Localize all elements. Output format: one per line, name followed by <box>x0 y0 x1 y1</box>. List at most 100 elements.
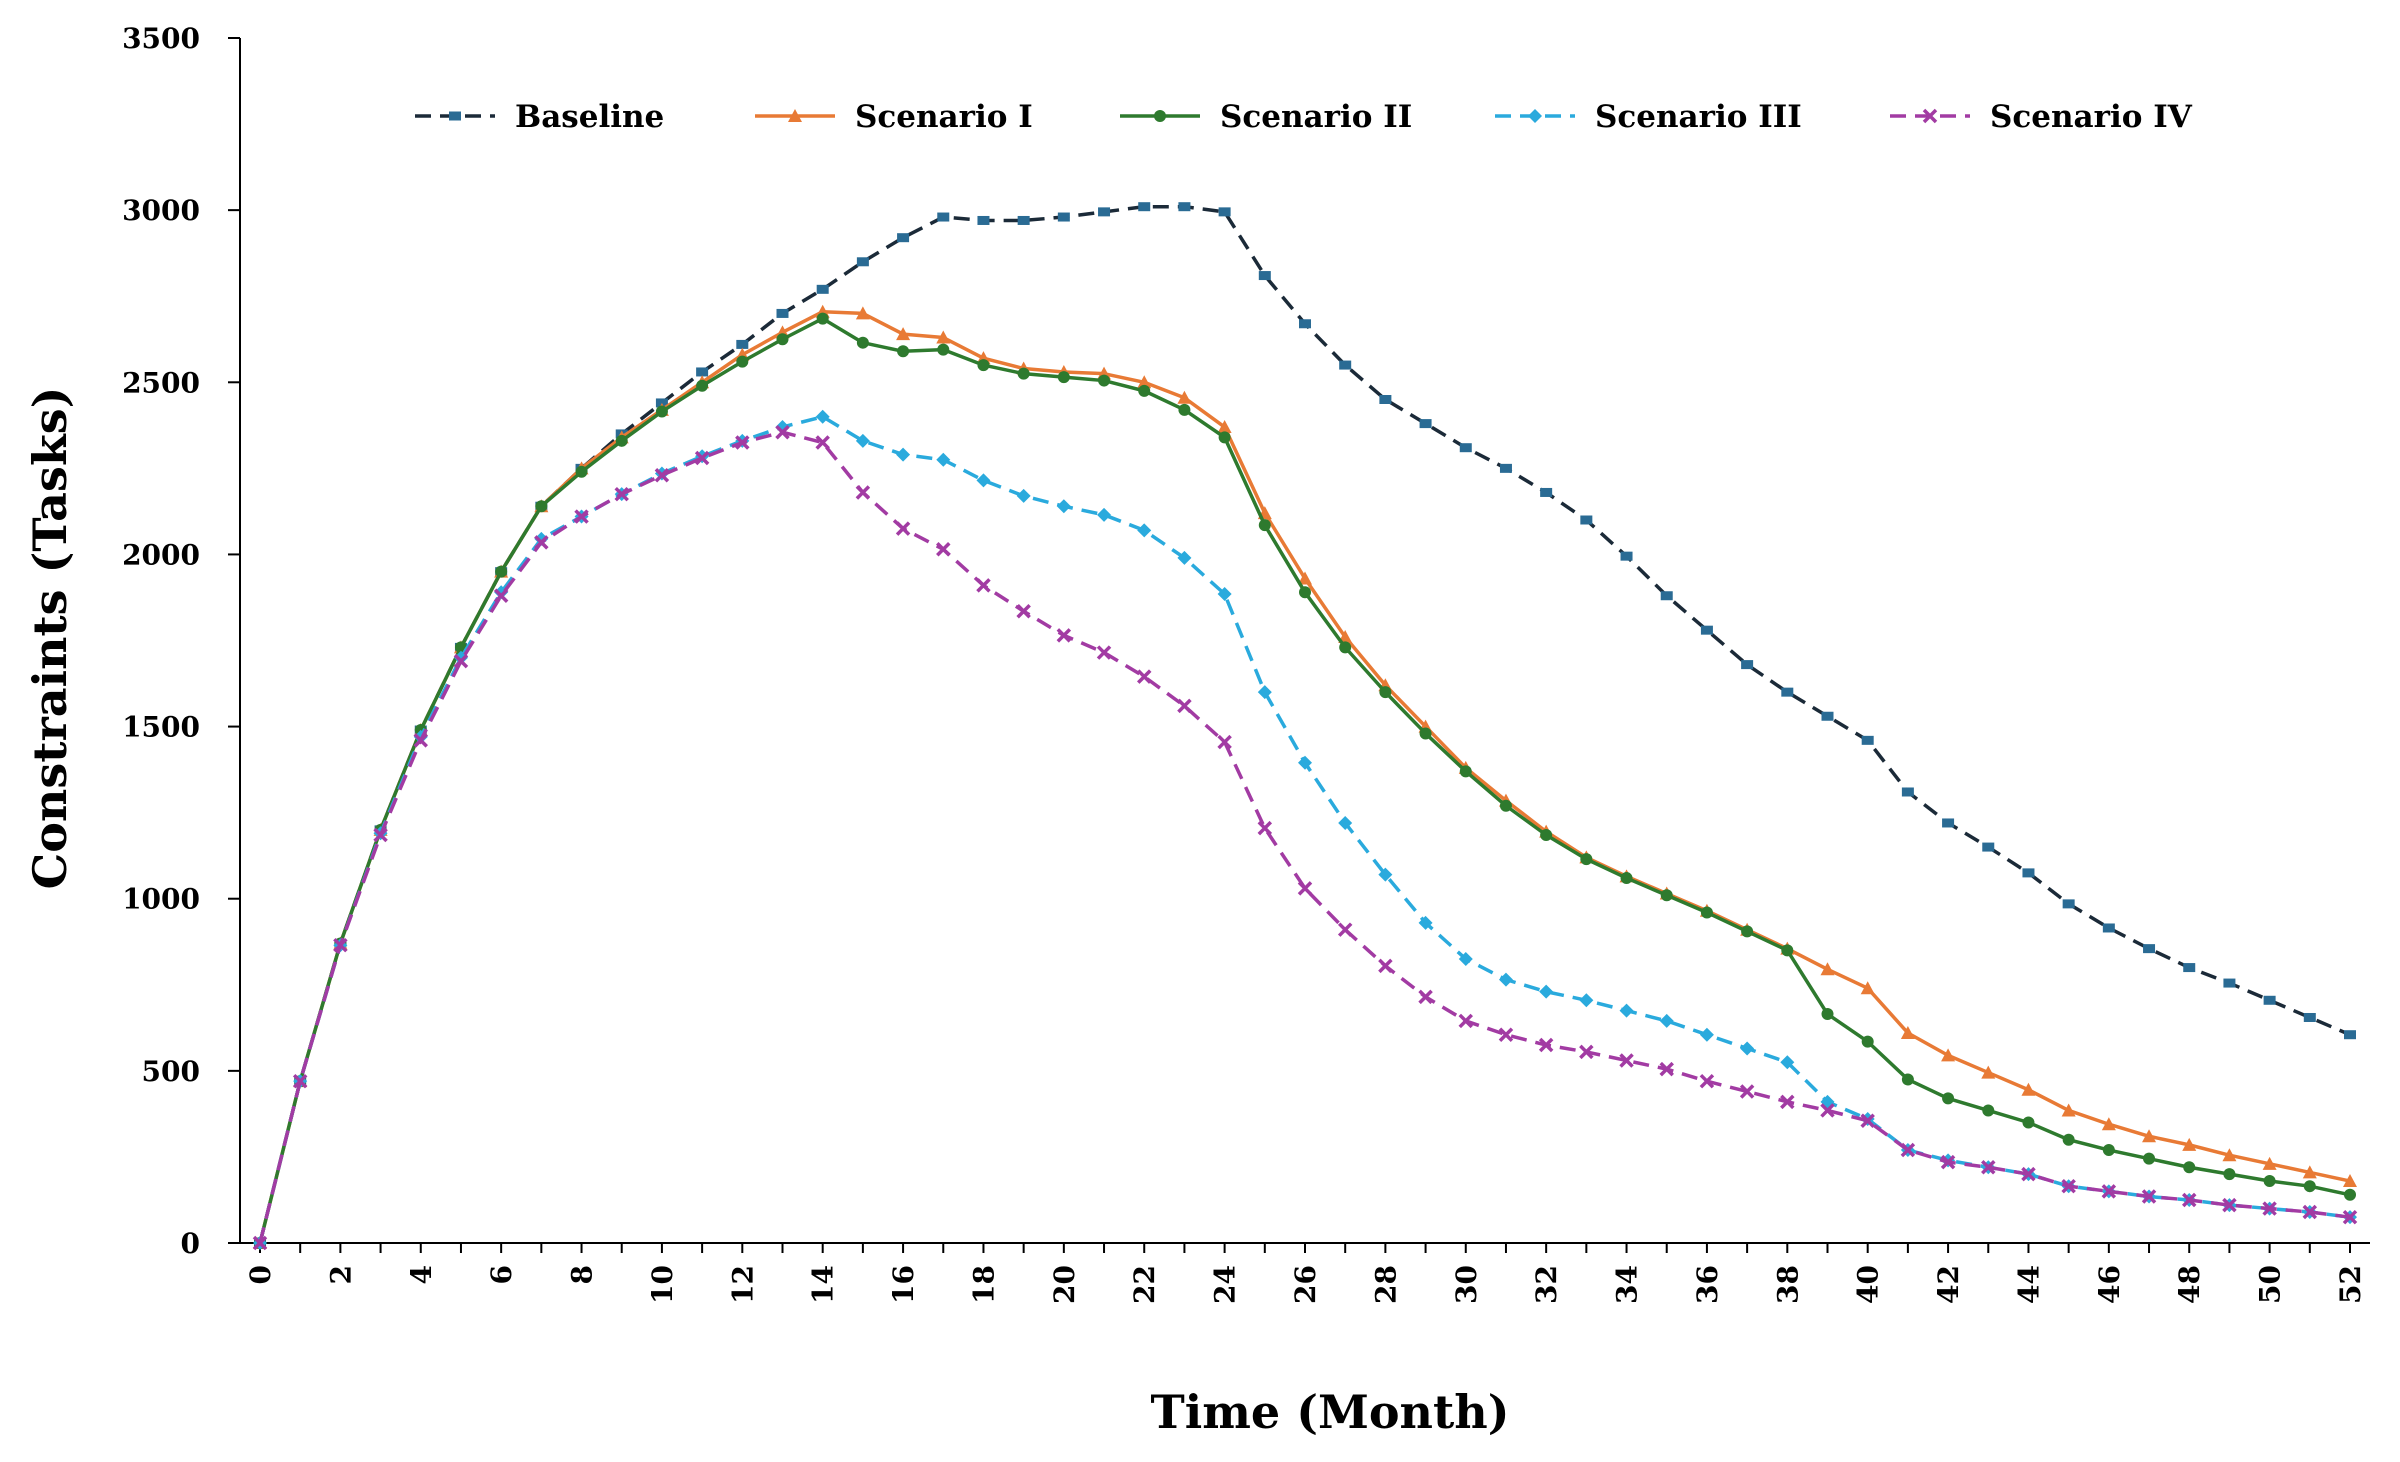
data-point <box>1820 962 1835 976</box>
data-point <box>816 312 829 325</box>
data-point <box>1339 360 1352 370</box>
data-point <box>1820 1103 1835 1118</box>
x-axis-title: Time (Month) <box>1151 1385 1510 1439</box>
data-point <box>1419 419 1432 429</box>
legend-item: Scenario IV <box>1890 99 2193 135</box>
data-point <box>1177 698 1192 714</box>
data-point <box>2102 1144 2115 1157</box>
data-point <box>1860 981 1875 995</box>
x-tick-label: 28 <box>1369 1265 1402 1304</box>
data-point <box>977 359 990 372</box>
data-point <box>2223 1168 2236 1181</box>
data-point <box>1619 1053 1634 1068</box>
x-tick-label: 26 <box>1289 1265 1322 1304</box>
data-point <box>2142 1129 2157 1143</box>
data-point <box>1299 586 1311 599</box>
x-tick-label: 8 <box>566 1265 599 1284</box>
data-point <box>976 473 991 488</box>
y-tick-label: 500 <box>142 1055 200 1088</box>
x-tick-label: 34 <box>1611 1265 1644 1304</box>
data-point <box>895 521 911 536</box>
data-point <box>1016 603 1031 619</box>
data-point <box>1379 395 1392 404</box>
legend-item: Scenario I <box>755 99 1033 135</box>
data-point <box>1178 202 1191 212</box>
data-point <box>1660 889 1673 902</box>
data-point <box>2021 1082 2036 1096</box>
data-point <box>2344 1188 2356 1201</box>
data-point <box>2061 1178 2076 1194</box>
x-tick-label: 38 <box>1771 1265 1804 1304</box>
x-tick-label: 14 <box>807 1265 840 1304</box>
data-point <box>1056 628 1072 643</box>
data-point <box>1257 820 1273 836</box>
data-point <box>736 339 749 349</box>
data-point <box>1498 972 1513 987</box>
legend-label: Scenario II <box>1220 99 1412 135</box>
data-point <box>1154 110 1166 122</box>
data-point <box>1620 872 1633 885</box>
data-point <box>1579 1044 1594 1060</box>
data-point <box>1419 727 1432 740</box>
x-tick-label: 30 <box>1450 1265 1483 1304</box>
x-tick-label: 10 <box>646 1265 679 1304</box>
data-point <box>1016 488 1031 503</box>
legend-label: Scenario III <box>1595 99 1802 135</box>
data-point <box>1097 507 1112 522</box>
data-point <box>1057 371 1070 384</box>
data-point <box>413 733 429 748</box>
data-point <box>495 565 508 578</box>
data-point <box>694 450 710 466</box>
data-point <box>937 212 950 222</box>
data-point <box>1137 375 1152 389</box>
x-tick-label: 40 <box>1852 1265 1885 1304</box>
data-point <box>776 333 789 346</box>
data-point <box>654 468 670 483</box>
data-point <box>735 435 750 450</box>
data-point <box>1459 765 1472 778</box>
data-point <box>2061 1103 2076 1117</box>
data-point <box>1700 906 1713 919</box>
data-point <box>449 111 461 121</box>
data-point <box>1861 735 1874 745</box>
data-point <box>936 452 951 467</box>
data-point <box>1901 787 1914 797</box>
x-tick-label: 32 <box>1530 1265 1563 1304</box>
data-point <box>855 433 870 448</box>
data-point <box>1821 1008 1834 1021</box>
data-point <box>2183 1161 2196 1174</box>
data-point <box>1579 993 1594 1008</box>
data-point <box>1982 1104 1995 1117</box>
data-point <box>1017 215 1030 225</box>
data-point <box>2303 1180 2316 1193</box>
x-tick-label: 46 <box>2093 1265 2126 1304</box>
data-point <box>1137 523 1152 538</box>
data-point <box>1781 944 1794 957</box>
data-point <box>2021 1166 2036 1182</box>
data-point <box>2302 1204 2318 1220</box>
data-point <box>855 485 871 500</box>
data-point <box>1741 660 1754 670</box>
data-point <box>1781 687 1794 697</box>
data-point <box>1017 367 1030 380</box>
data-point <box>1700 625 1713 635</box>
data-point <box>1056 499 1071 514</box>
data-point <box>453 653 469 669</box>
data-point <box>897 233 910 243</box>
data-point <box>2262 1156 2277 1170</box>
data-point <box>1620 551 1633 561</box>
data-point <box>614 486 629 502</box>
x-tick-label: 48 <box>2173 1265 2206 1304</box>
data-point <box>1861 1035 1874 1048</box>
data-point <box>1540 487 1553 497</box>
data-point <box>1942 1092 1955 1105</box>
y-tick-label: 0 <box>181 1227 200 1260</box>
data-point <box>2303 1012 2316 1022</box>
x-tick-label: 20 <box>1048 1265 1081 1304</box>
x-tick-label: 4 <box>405 1265 438 1284</box>
data-point <box>1740 1041 1755 1056</box>
data-point <box>1458 1013 1474 1029</box>
data-point <box>1057 212 1070 222</box>
data-point <box>1136 669 1152 684</box>
